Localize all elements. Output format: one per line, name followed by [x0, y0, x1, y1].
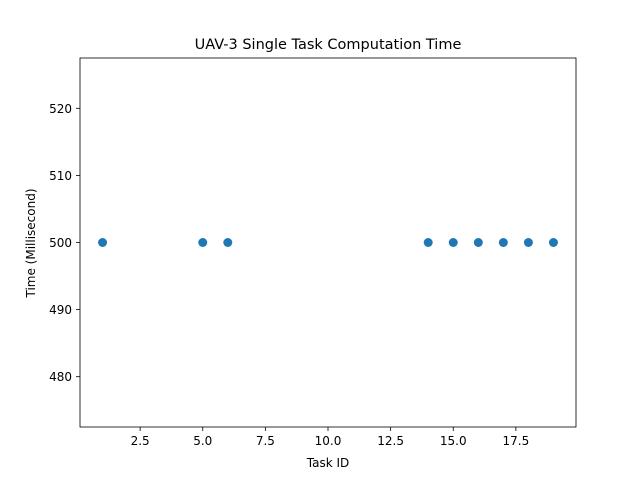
x-tick-label: 12.5 [377, 434, 404, 448]
x-tick-label: 7.5 [256, 434, 275, 448]
axes-frame [79, 57, 577, 428]
data-point [498, 238, 508, 247]
y-tick-label: 510 [49, 169, 72, 183]
data-point [473, 238, 483, 247]
data-point [548, 238, 558, 247]
data-point [98, 238, 108, 247]
data-point [523, 238, 533, 247]
x-tick-label: 2.5 [131, 434, 150, 448]
data-point [423, 238, 433, 247]
y-tick-label: 500 [49, 236, 72, 250]
y-tick-label: 520 [49, 102, 72, 116]
x-tick-label: 5.0 [193, 434, 212, 448]
x-axis-label: Task ID [306, 456, 350, 470]
chart-title: UAV-3 Single Task Computation Time [195, 37, 462, 53]
plot-area: 2.5 5.0 7.5 10.0 12.5 15.0 17.5 480 490 500 510 520 [49, 57, 577, 448]
y-axis-label: Time (Millisecond) [24, 188, 38, 298]
y-tick-label: 490 [49, 303, 72, 317]
x-tick-label: 17.5 [503, 434, 530, 448]
data-point [198, 238, 208, 247]
data-point [448, 238, 458, 247]
data-point [223, 238, 233, 247]
y-tick-label: 480 [49, 370, 72, 384]
x-tick-label: 10.0 [315, 434, 342, 448]
x-tick-label: 15.0 [440, 434, 467, 448]
